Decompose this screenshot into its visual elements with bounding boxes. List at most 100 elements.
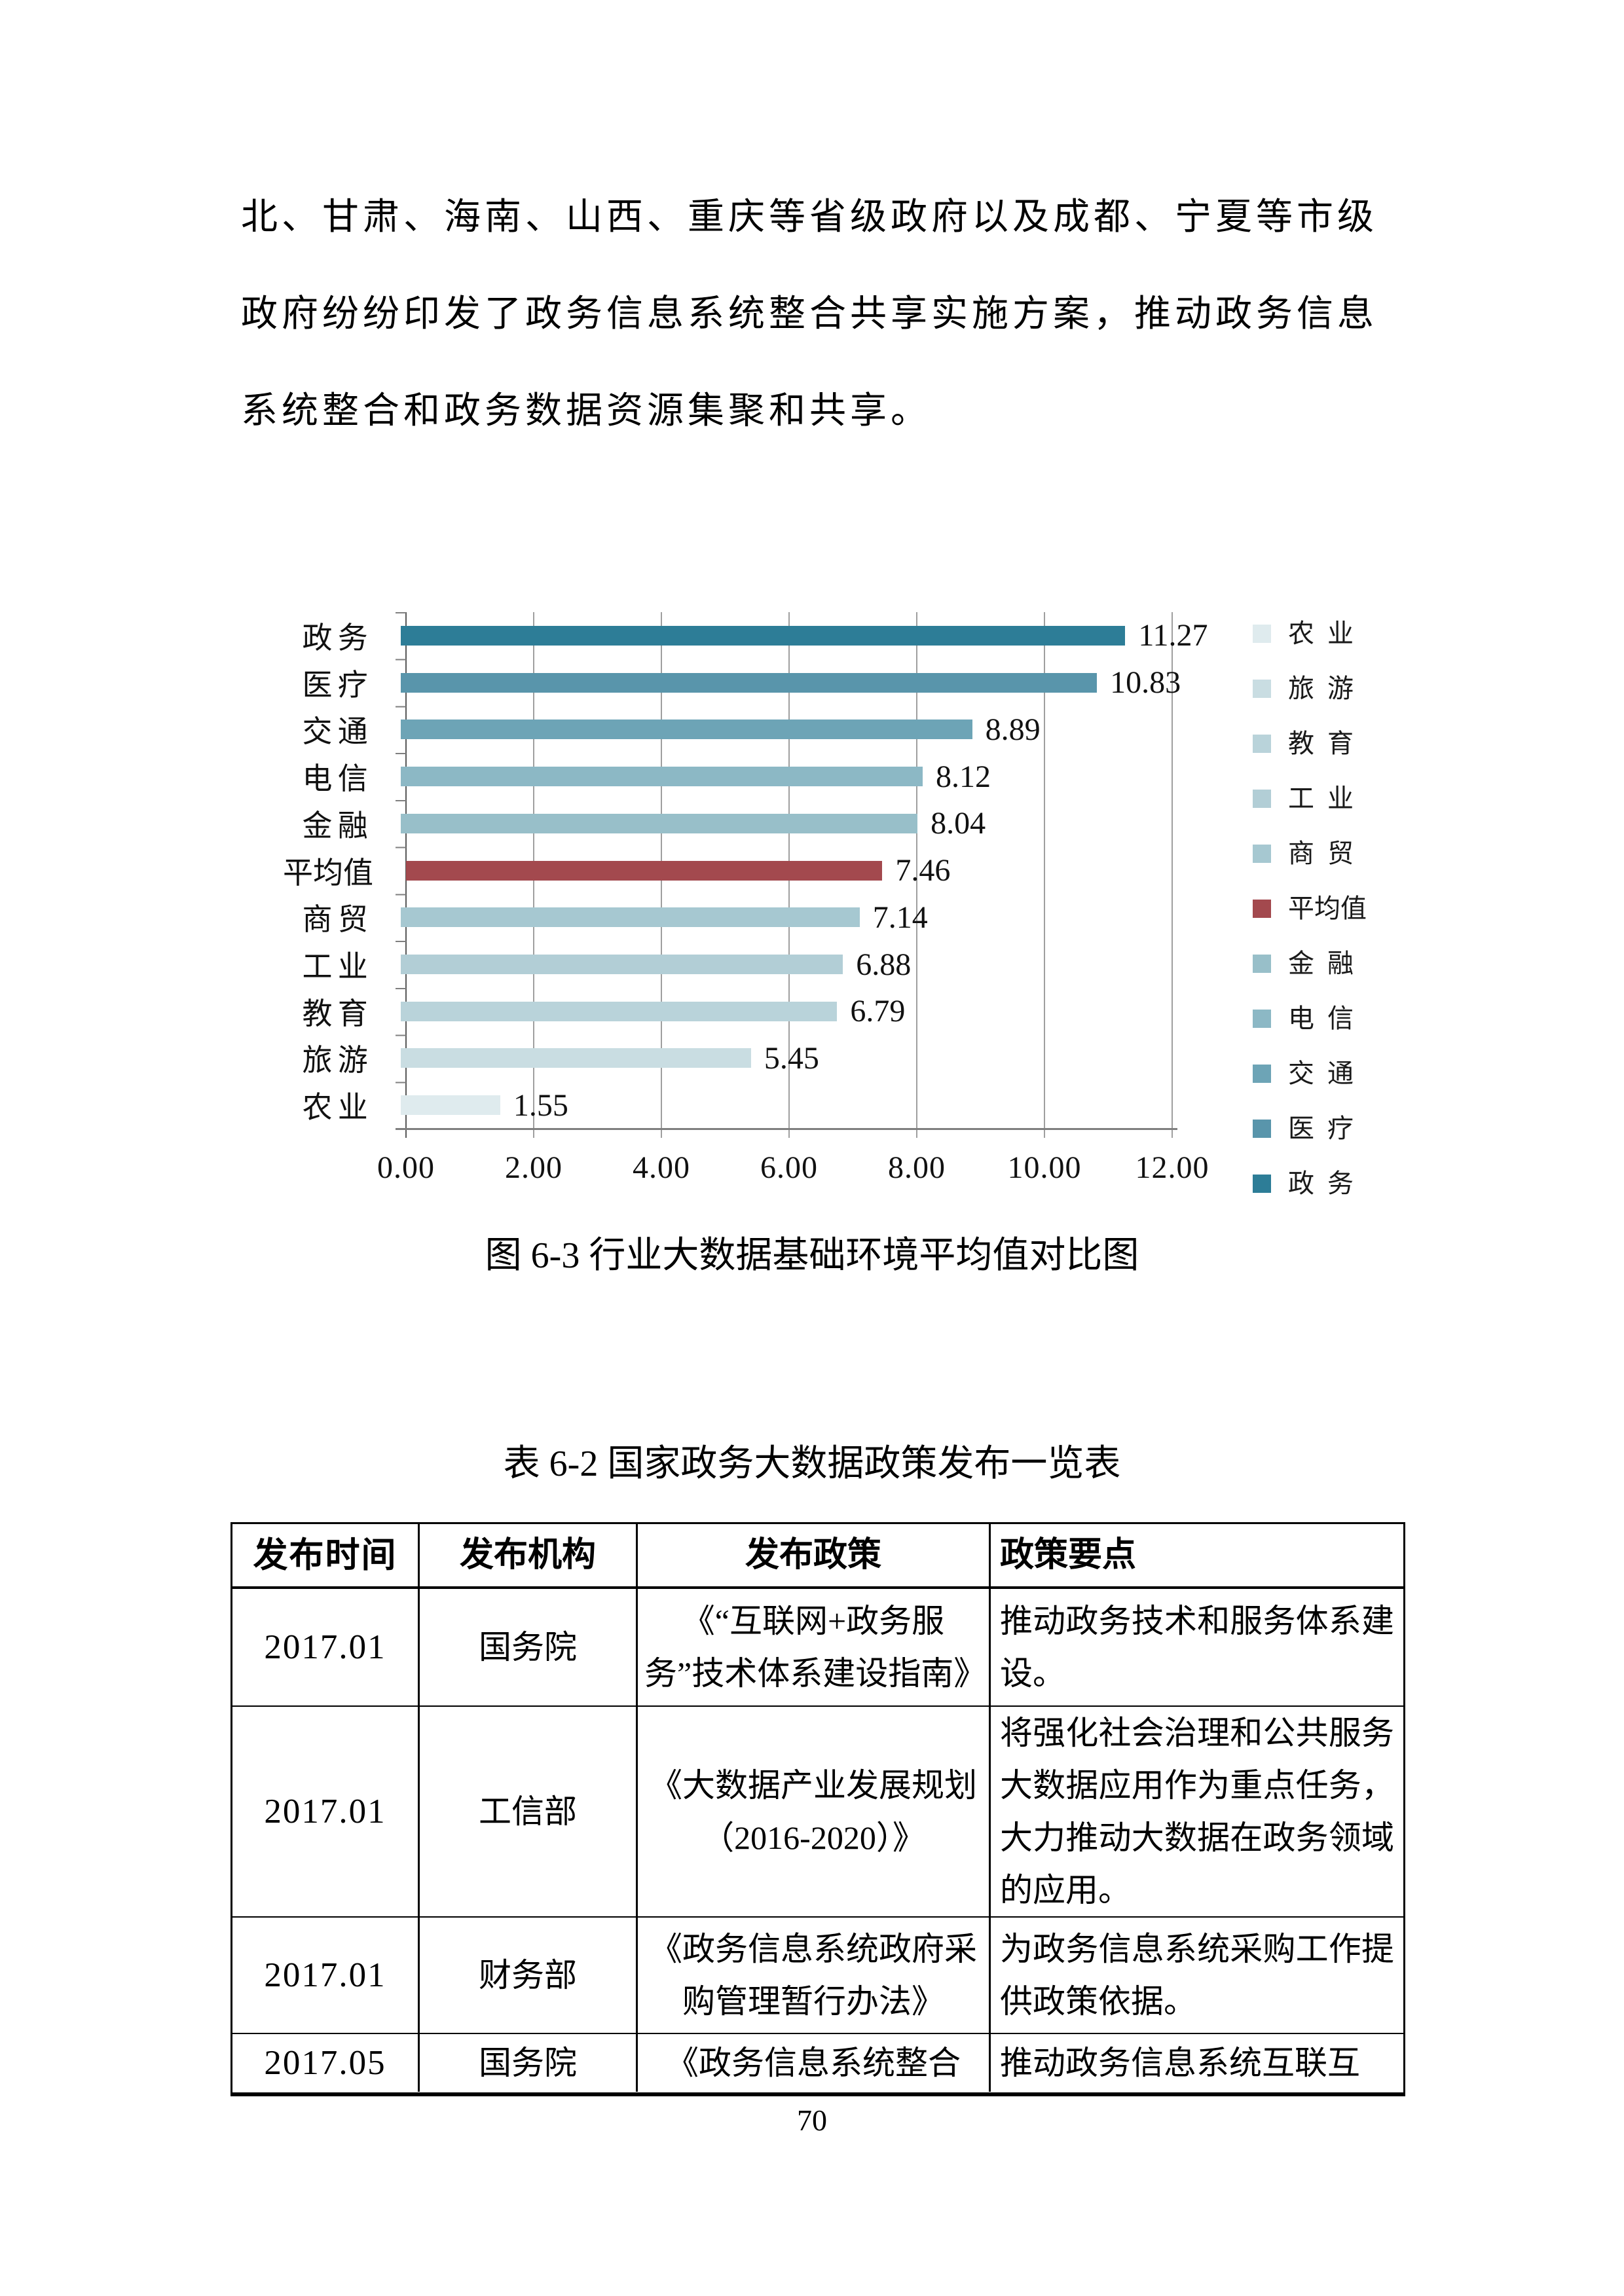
table-cell: 《“互联网+政务服务”技术体系建设指南》 (638, 1589, 991, 1707)
chart-bar-row: 交通 8.89 (226, 706, 1172, 753)
bar-value-label: 8.04 (931, 806, 986, 841)
table-cell: 《大数据产业发展规划（2016-2020）》 (638, 1707, 991, 1918)
bar-农业 (400, 1095, 500, 1116)
table-header-cell: 政策要点 (991, 1524, 1403, 1589)
table-cell: 2017.01 (232, 1707, 420, 1918)
legend-label: 医疗 (1288, 1114, 1367, 1143)
legend-label: 工业 (1288, 784, 1367, 813)
legend-swatch (1253, 680, 1271, 698)
legend-swatch (1253, 900, 1271, 918)
chart-bar-row: 电信 8.12 (226, 753, 1172, 800)
chart-bar-row: 医疗 10.83 (226, 659, 1181, 706)
table-header-cell: 发布政策 (638, 1524, 991, 1589)
bar-track: 7.14 (400, 894, 1172, 941)
legend-item: 教育 (1253, 731, 1367, 757)
legend-label: 农业 (1288, 619, 1367, 648)
legend-swatch (1253, 625, 1271, 643)
bar-value-label: 8.12 (936, 759, 991, 794)
bar-政务 (400, 625, 1126, 646)
bar-track: 10.83 (400, 659, 1181, 706)
chart-bar-row: 政务 11.27 (226, 612, 1208, 659)
legend-swatch (1253, 955, 1271, 973)
legend-label: 电信 (1288, 1004, 1367, 1033)
bar-track: 8.89 (400, 706, 1172, 753)
bar-value-label: 7.14 (872, 900, 928, 935)
table-cell: 国务院 (420, 2034, 638, 2092)
table-cell: 为政务信息系统采购工作提供政策依据。 (991, 1918, 1403, 2034)
legend-item: 工业 (1253, 786, 1367, 812)
bar-track: 8.04 (400, 800, 1172, 847)
table-header-cell: 发布机构 (420, 1524, 638, 1589)
bar-track: 11.27 (400, 612, 1208, 659)
legend-item: 交通 (1253, 1061, 1367, 1087)
bar-value-label: 6.79 (850, 994, 906, 1029)
gridline (1172, 612, 1173, 1138)
chart-bar-row: 农业 1.55 (226, 1082, 1172, 1129)
legend-item: 电信 (1253, 1006, 1367, 1032)
table-cell: 《政务信息系统整合 (638, 2034, 991, 2092)
table-cell: 推动政务技术和服务体系建设。 (991, 1589, 1403, 1707)
bar-value-label: 1.55 (513, 1087, 568, 1123)
legend-item: 金融 (1253, 951, 1367, 977)
category-label: 农业 (302, 1091, 373, 1125)
x-tick-label: 8.00 (888, 1150, 946, 1185)
bar-track: 7.46 (406, 847, 1172, 894)
gridline (1044, 612, 1045, 1138)
table-cell: 2017.01 (232, 1918, 420, 2034)
bar-track: 1.55 (400, 1082, 1172, 1129)
category-label: 旅游 (302, 1044, 373, 1078)
category-label: 教育 (302, 996, 373, 1030)
chart-bar-row: 教育 6.79 (226, 988, 1172, 1035)
legend-item: 农业 (1253, 621, 1367, 647)
bar-工业 (400, 955, 843, 974)
legend-swatch (1253, 1120, 1271, 1138)
chart-bar-row: 金融 8.04 (226, 800, 1172, 847)
chart-bar-row: 旅游 5.45 (226, 1035, 1172, 1082)
bar-交通 (400, 720, 972, 740)
bar-chart: 政务 11.27 医疗 10.83 交通 8.89 电信 8.12 金融 8.04 平均值 7.46 商… (226, 612, 1209, 1185)
x-tick-label: 12.00 (1135, 1150, 1209, 1185)
table-cell: 财务部 (420, 1918, 638, 2034)
chart-plot-area: 政务 11.27 医疗 10.83 交通 8.89 电信 8.12 金融 8.04 平均值 7.46 商… (226, 612, 1208, 1129)
bar-商贸 (400, 907, 860, 928)
legend-swatch (1253, 845, 1271, 863)
bar-track: 6.88 (400, 941, 1172, 988)
category-label: 商贸 (302, 903, 373, 937)
gridline (916, 612, 917, 1138)
legend-swatch (1253, 1175, 1271, 1193)
category-label: 工业 (302, 950, 373, 983)
bar-track: 8.12 (400, 753, 1172, 800)
category-label: 平均值 (283, 856, 373, 890)
bar-value-label: 11.27 (1138, 618, 1208, 653)
legend-swatch (1253, 1010, 1271, 1028)
table-cell: 将强化社会治理和公共服务大数据应用作为重点任务，大力推动大数据在政务领域的应用。 (991, 1707, 1403, 1918)
table-title: 表 6-2 国家政务大数据政策发布一览表 (503, 1444, 1121, 1484)
bar-旅游 (400, 1048, 751, 1068)
bar-金融 (400, 813, 918, 833)
bar-value-label: 10.83 (1110, 665, 1181, 701)
table-cell: 《政务信息系统政府采购管理暂行办法》 (638, 1918, 991, 2034)
category-label: 金融 (302, 809, 373, 843)
page-number: 70 (797, 2104, 827, 2137)
paragraph-line: 系统整合和政务数据资源集聚和共享。 (241, 391, 931, 431)
x-tick-label: 10.00 (1007, 1150, 1082, 1185)
bar-value-label: 5.45 (764, 1040, 819, 1076)
legend-label: 政务 (1288, 1169, 1367, 1198)
legend-swatch (1253, 790, 1271, 808)
chart-bar-row: 平均值 7.46 (226, 847, 1172, 894)
x-axis-line (396, 1128, 1177, 1130)
bar-value-label: 8.89 (985, 712, 1041, 747)
x-tick-label: 6.00 (760, 1150, 818, 1185)
chart-bar-row: 商贸 7.14 (226, 894, 1172, 941)
legend-item: 政务 (1253, 1171, 1367, 1197)
x-tick-label: 0.00 (377, 1150, 435, 1185)
bar-电信 (400, 767, 923, 787)
bar-value-label: 7.46 (895, 853, 951, 888)
chart-legend: 农业 旅游 教育 工业 商贸 平均值 金融 电信 交通 医疗 政务 (1253, 621, 1367, 1197)
bar-平均值 (406, 860, 883, 881)
table-cell: 国务院 (420, 1589, 638, 1707)
category-label: 政务 (302, 621, 373, 655)
legend-label: 平均值 (1288, 894, 1367, 923)
x-tick-label: 4.00 (633, 1150, 690, 1185)
